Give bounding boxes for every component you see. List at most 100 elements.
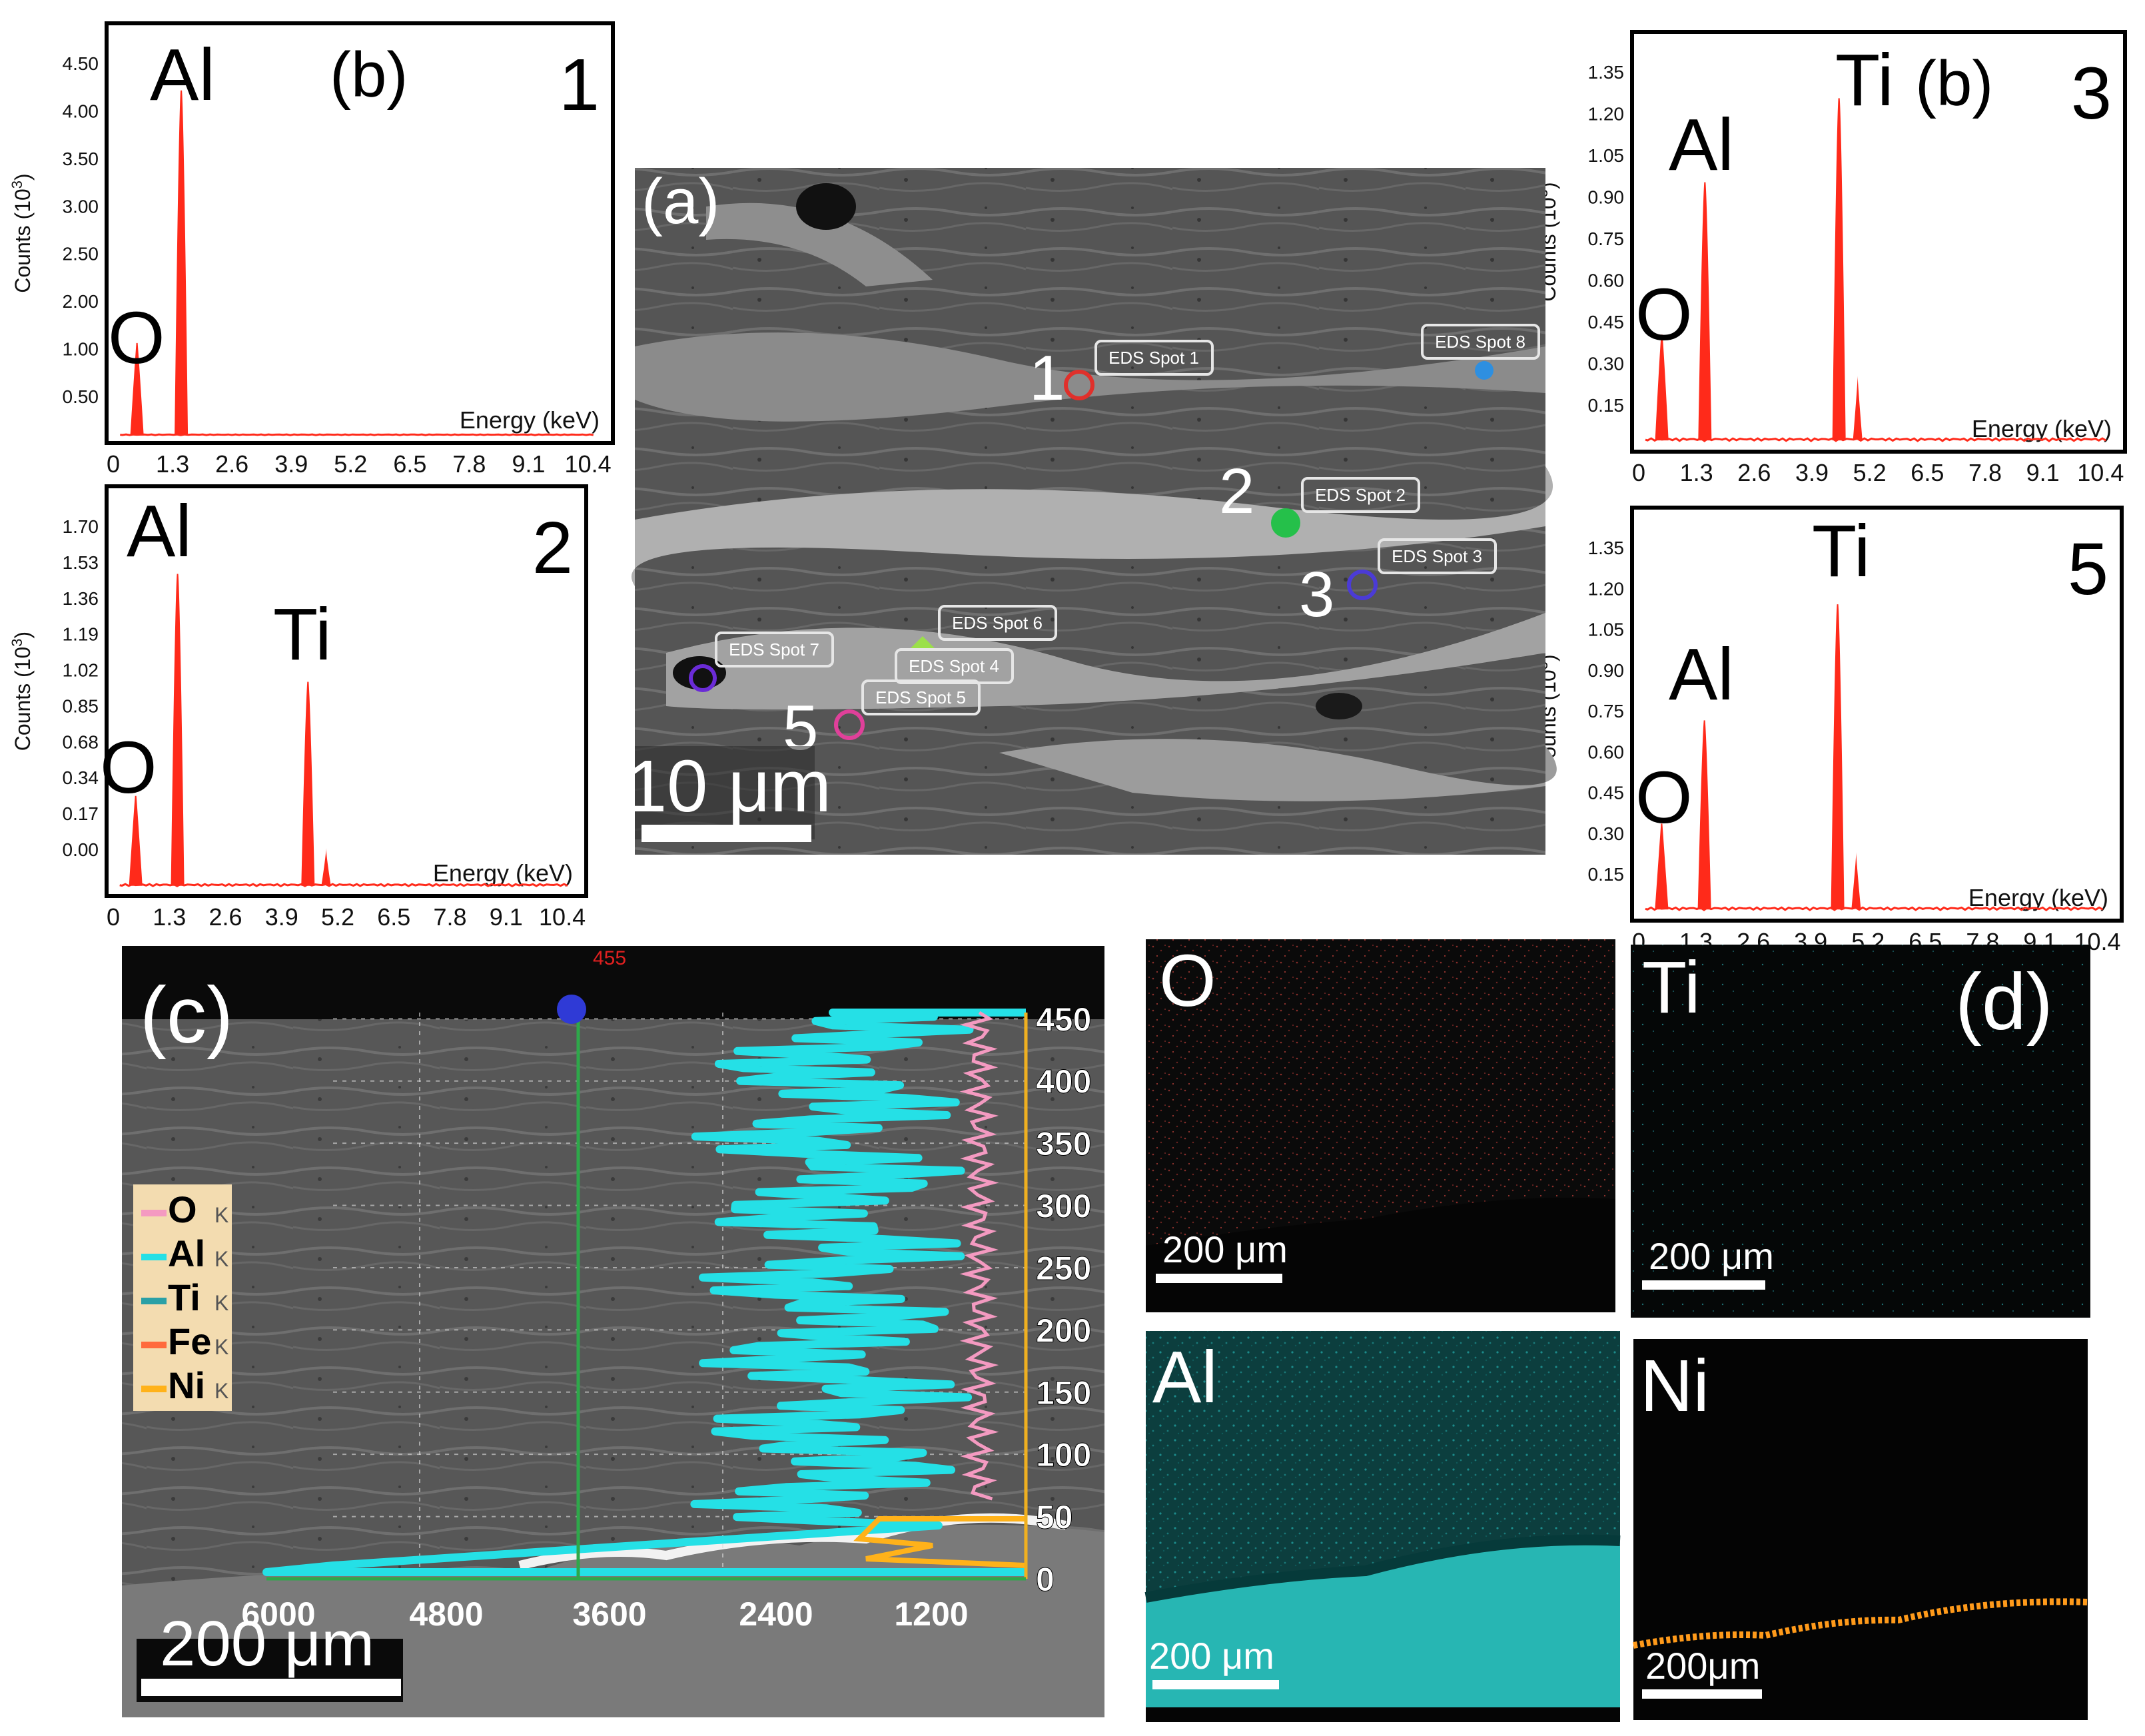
- map-al-label: Al: [1152, 1336, 1218, 1418]
- x-tick-label: 6.5: [1911, 459, 1944, 486]
- linescan-legend: O KAl KTi KFe KNi K: [133, 1184, 232, 1411]
- eds-spot-marker-5: [834, 709, 865, 740]
- y-tick-label: 0.34: [63, 767, 99, 788]
- y-tick-label: 0.75: [1588, 228, 1625, 249]
- eds-point-numbers: 1 2 3 5: [783, 342, 1334, 763]
- linescan-x-tick: 2400: [739, 1595, 813, 1633]
- spectrum-frame: [1630, 506, 2124, 923]
- y-tick-label: 0.68: [63, 731, 99, 752]
- linescan-y-tick: 200: [1036, 1312, 1091, 1349]
- y-axis-exponent: 3: [9, 181, 25, 189]
- peak-label-al: Al: [150, 34, 215, 116]
- panel-a-scale-bar: [642, 825, 811, 842]
- peak-label-o: O: [100, 727, 157, 809]
- map-ni-layer: [1633, 1598, 2088, 1649]
- x-tick-label: 1.3: [153, 903, 186, 931]
- y-tick-label: 1.05: [1588, 145, 1625, 166]
- map-ni-scale-label: 200μm: [1645, 1645, 1760, 1687]
- x-tick-label: 10.4: [565, 450, 612, 478]
- y-tick-label: 1.19: [63, 624, 99, 645]
- y-tick-label: 0.30: [1588, 354, 1625, 374]
- legend-element: Al: [168, 1232, 205, 1274]
- spectrum-peak-o: [1655, 823, 1669, 910]
- peak-label-ti: Ti: [273, 594, 332, 675]
- y-tick-label: 0.45: [1588, 783, 1625, 803]
- peak-label-al: Al: [127, 490, 192, 572]
- spectrum-peak-al: [1698, 182, 1712, 441]
- y-tick-label: 3.50: [63, 149, 99, 169]
- spectrum-peak-o: [1655, 334, 1669, 441]
- eds-spot-marker-7: [689, 664, 717, 692]
- spectrum-2-panel: 0 1.3 2.6 3.9 5.2 6.5 7.8 9.1 10.4 0.00 0.17 0.34 0.…: [9, 484, 588, 931]
- panel-b-label: (b): [1915, 48, 1993, 119]
- legend-suffix: K: [214, 1203, 228, 1227]
- x-tick-label: 6.5: [377, 903, 410, 931]
- x-tick-label: 9.1: [512, 450, 545, 478]
- linescan-x-tick: 1200: [894, 1595, 968, 1633]
- spectrum-peak-o: [130, 342, 144, 436]
- map-al: Al 200 μm: [1144, 1331, 1621, 1722]
- map-ti-label: Ti: [1642, 947, 1701, 1029]
- ni-trace: [853, 1516, 1027, 1568]
- spot-tag: EDS Spot 6: [952, 613, 1043, 633]
- x-tick-label: 3.9: [1795, 459, 1829, 486]
- x-tick-label: 5.2: [1853, 459, 1887, 486]
- map-o-substrate: [1146, 1198, 1615, 1312]
- legend-element: Ni: [168, 1364, 205, 1406]
- x-tick-label: 7.8: [434, 903, 467, 931]
- x-tick-label: 0: [107, 450, 120, 478]
- y-axis-exponent: 3: [9, 638, 25, 646]
- al-trace: [262, 1009, 1026, 1576]
- spectrum-baseline: [120, 433, 594, 436]
- x-tick-label: 1.3: [156, 450, 189, 478]
- x-tick-label: 9.1: [2026, 459, 2060, 486]
- y-tick-label: 1.20: [1588, 578, 1625, 599]
- y-tick-label: 2.00: [63, 291, 99, 312]
- linescan-traces: [262, 1009, 1027, 1576]
- eds-spot-marker-1: [1064, 370, 1094, 400]
- panel-c-scale-bar: [141, 1679, 401, 1696]
- legend-suffix: K: [214, 1291, 228, 1315]
- eds-spot-marker-8: [1475, 361, 1494, 380]
- legend-suffix: K: [214, 1247, 228, 1271]
- x-axis-title: Energy (keV): [1972, 415, 2112, 442]
- map-ti-image: [1631, 945, 2090, 1318]
- y-tick-label: 0.17: [63, 803, 99, 824]
- x-tick-label: 9.1: [490, 903, 523, 931]
- linescan-y-tick: 300: [1036, 1188, 1091, 1225]
- map-ni: Ni 200μm: [1633, 1339, 2088, 1720]
- spectrum-frame: [1630, 30, 2127, 454]
- linescan-y-tick: 150: [1036, 1374, 1091, 1412]
- panel-b-label: (b): [330, 39, 408, 111]
- y-tick-label: 0.30: [1588, 823, 1625, 844]
- linescan-y-tick: 350: [1036, 1125, 1091, 1162]
- x-tick-label: 2.6: [209, 903, 242, 931]
- y-tick-label: 4.50: [63, 53, 99, 74]
- spectrum-peak-ti-kb: [1853, 375, 1863, 440]
- y-tick-label: 1.00: [63, 339, 99, 360]
- panel-c-label: (c): [140, 971, 233, 1060]
- spot-tag: EDS Spot 3: [1392, 546, 1482, 566]
- sem-lamella-3: [666, 613, 1545, 709]
- x-tick-label: 6.5: [393, 450, 426, 478]
- spectrum-3-panel: 0 1.3 2.6 3.9 5.2 6.5 7.8 9.1 10.4 0.15 0.30 0.45 0.…: [1534, 30, 2127, 486]
- o-trace: [959, 1011, 999, 1501]
- y-tick-label: 2.50: [63, 244, 99, 264]
- linescan-y-tick: 400: [1036, 1063, 1091, 1100]
- map-al-scale-bar: [1152, 1680, 1279, 1689]
- y-tick-label: 1.70: [63, 516, 99, 537]
- legend-element: Ti: [168, 1276, 201, 1318]
- linescan-y-tick: 100: [1036, 1436, 1091, 1474]
- spectrum-baseline: [1645, 906, 2104, 912]
- x-axis-title: Energy (keV): [433, 859, 573, 887]
- peak-label-ti: Ti: [1835, 39, 1894, 121]
- x-tick-label: 2.6: [1737, 459, 1771, 486]
- map-o-scale-bar: [1156, 1274, 1282, 1283]
- peak-label-al: Al: [1669, 104, 1734, 186]
- x-axis-title: Energy (keV): [1968, 884, 2108, 911]
- panel-d-elemental-maps: O 200 μm Ti (d) 200 μm Al 200 μm Ni 200μ…: [1144, 939, 2090, 1722]
- x-tick-label: 3.9: [265, 903, 298, 931]
- linescan-x-tick: 4800: [409, 1595, 483, 1633]
- spectrum-peak-al: [175, 90, 189, 436]
- y-tick-label: 1.02: [63, 660, 99, 681]
